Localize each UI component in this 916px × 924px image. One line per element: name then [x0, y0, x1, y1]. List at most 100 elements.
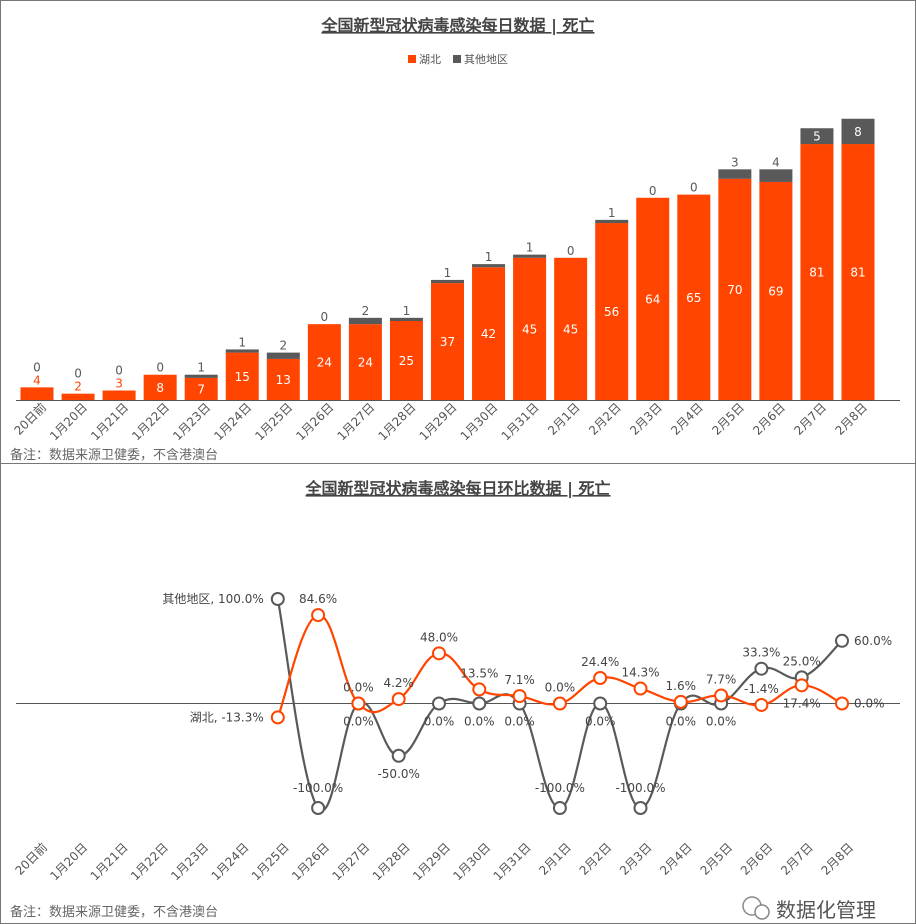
bar-label: 1 — [197, 361, 205, 375]
point-other[interactable] — [552, 801, 567, 815]
legend-label-other[interactable]: 其他地区 — [464, 53, 508, 66]
bar-hubei[interactable] — [718, 178, 752, 400]
bar-hubei[interactable] — [389, 321, 423, 400]
bar-hubei[interactable] — [636, 197, 670, 400]
bar-hubei[interactable] — [513, 257, 547, 400]
point-other[interactable] — [432, 696, 446, 711]
bar-label: 3 — [115, 377, 123, 391]
watermark: 数据化管理 — [742, 896, 876, 922]
bar-hubei[interactable] — [184, 377, 218, 400]
bar-other[interactable] — [389, 317, 423, 321]
bar-label: 1 — [444, 266, 452, 280]
point-label: 14.3% — [621, 666, 659, 680]
point-hubei[interactable] — [673, 694, 688, 709]
point-label: 0.0% — [585, 715, 616, 729]
bar-hubei[interactable] — [102, 390, 136, 400]
bar-label: 7 — [197, 382, 205, 396]
bar-label: 69 — [768, 284, 783, 298]
point-hubei[interactable] — [794, 678, 809, 693]
bar-other[interactable] — [759, 169, 793, 182]
point-other[interactable] — [311, 801, 326, 815]
point-label: 7.1% — [504, 673, 535, 687]
bar-hubei[interactable] — [20, 387, 54, 400]
bar-hubei[interactable] — [800, 144, 834, 400]
bar-label: 0 — [321, 310, 329, 324]
point-label: 0.0% — [424, 715, 455, 729]
point-label: 0.0% — [343, 681, 374, 695]
point-other[interactable] — [633, 801, 648, 815]
point-hubei[interactable] — [432, 646, 446, 661]
bar-label: 8 — [156, 381, 164, 395]
bar-label: 8 — [854, 125, 862, 139]
point-label: 0.0% — [343, 715, 374, 729]
bar-other[interactable] — [841, 118, 875, 145]
bar-label: 65 — [686, 291, 701, 305]
series-start-label: 其他地区, 100.0% — [162, 592, 263, 606]
bar-other[interactable] — [431, 279, 464, 284]
point-other[interactable] — [472, 696, 487, 711]
legend-swatch-other — [453, 55, 461, 63]
point-label: -1.4% — [744, 682, 779, 696]
bar-other[interactable] — [595, 219, 629, 224]
bar-other[interactable] — [718, 169, 752, 179]
point-other[interactable] — [835, 633, 849, 648]
bar-other[interactable] — [348, 317, 382, 325]
point-hubei[interactable] — [472, 682, 487, 697]
point-hubei[interactable] — [512, 689, 527, 704]
bar-hubei[interactable] — [595, 223, 629, 400]
point-label: 0.0% — [504, 715, 535, 729]
bar-hubei[interactable] — [841, 144, 875, 400]
point-hubei[interactable] — [633, 681, 648, 696]
bar-other[interactable] — [266, 352, 300, 359]
bar-label: 45 — [563, 322, 578, 336]
series-start-label: 湖北, -13.3% — [190, 709, 264, 724]
point-other[interactable] — [754, 661, 769, 676]
bar-label: 24 — [358, 356, 373, 370]
legend-swatch-hubei — [408, 55, 416, 63]
point-label: 17.4% — [783, 696, 821, 710]
bar-hubei[interactable] — [307, 324, 341, 400]
bar-hubei[interactable] — [472, 267, 506, 400]
bar-hubei[interactable] — [431, 283, 464, 400]
point-other[interactable] — [270, 592, 285, 606]
point-hubei[interactable] — [311, 608, 326, 623]
point-hubei[interactable] — [552, 696, 567, 711]
bar-hubei[interactable] — [266, 358, 300, 400]
point-label: -50.0% — [377, 767, 419, 781]
bar-hubei[interactable] — [759, 181, 793, 400]
bar-other[interactable] — [472, 264, 506, 268]
point-label: 0.0% — [545, 681, 576, 695]
wechat-icon-small — [754, 904, 770, 920]
bar-hubei[interactable] — [61, 393, 95, 400]
point-hubei[interactable] — [835, 696, 849, 711]
point-hubei[interactable] — [593, 671, 608, 686]
point-hubei[interactable] — [270, 710, 285, 725]
bar-hubei[interactable] — [348, 324, 382, 400]
bar-label: 0 — [33, 360, 41, 374]
point-label: 0.0% — [706, 715, 737, 729]
point-hubei[interactable] — [754, 697, 769, 712]
bar-label: 4 — [33, 373, 41, 387]
bar-other[interactable] — [800, 128, 834, 145]
bar-other[interactable] — [513, 254, 547, 258]
point-label: 33.3% — [742, 646, 780, 660]
bar-hubei[interactable] — [143, 374, 177, 400]
point-other[interactable] — [593, 696, 608, 711]
bar-hubei[interactable] — [554, 257, 588, 400]
bar-hubei[interactable] — [677, 194, 711, 400]
bar-other[interactable] — [184, 374, 218, 378]
bar-label: 1 — [403, 304, 411, 318]
point-other[interactable] — [391, 748, 406, 763]
point-hubei[interactable] — [351, 696, 366, 711]
bar-other[interactable] — [225, 349, 259, 353]
point-hubei[interactable] — [714, 688, 729, 703]
bottom-note: 备注：数据来源卫健委，不含港澳台 — [10, 904, 218, 920]
legend-label-hubei[interactable]: 湖北 — [419, 53, 441, 66]
bar-label: 0 — [156, 361, 164, 375]
bar-label: 37 — [440, 335, 455, 349]
bar-hubei[interactable] — [225, 352, 259, 400]
point-label: 24.4% — [581, 655, 619, 669]
point-hubei[interactable] — [391, 692, 406, 707]
point-label: -100.0% — [615, 781, 665, 795]
bar-label: 56 — [604, 305, 619, 319]
